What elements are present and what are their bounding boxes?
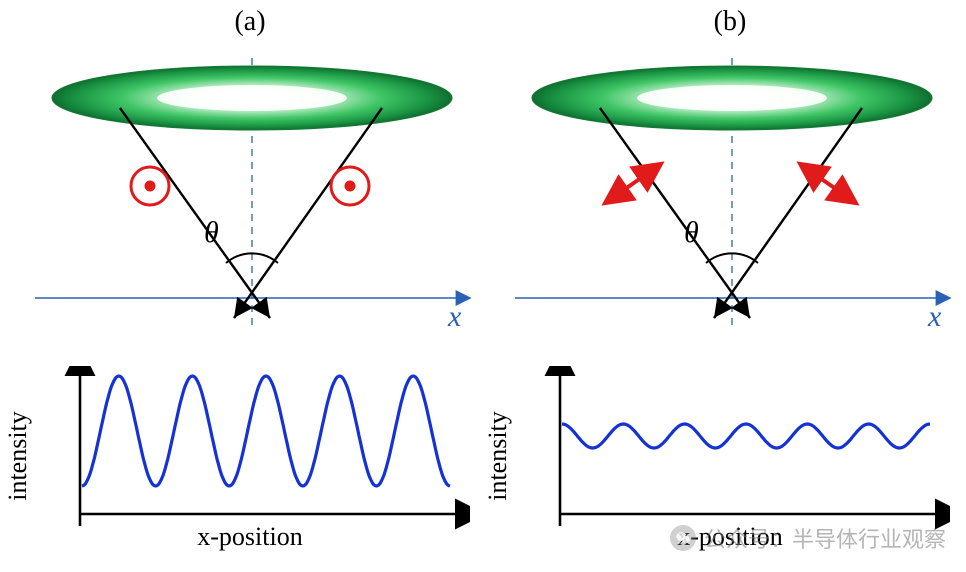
wechat-icon — [670, 525, 696, 551]
diagram-a: θ x — [20, 38, 480, 348]
ray-left — [120, 108, 270, 318]
chart-a-wave — [82, 376, 450, 486]
diagram-a-svg — [20, 38, 480, 348]
theta-label-b: θ — [684, 216, 699, 250]
chart-a: intensity x-position — [30, 366, 470, 556]
x-label-a: x — [448, 300, 461, 334]
watermark-text: 公众号：半导体行业观察 — [704, 522, 946, 554]
panel-a-label: (a) — [234, 6, 265, 38]
panel-a: (a) — [20, 6, 480, 566]
annular-ring-hole — [637, 85, 827, 111]
chart-b-ylabel: intensity — [483, 411, 513, 501]
ray-right — [234, 108, 382, 318]
watermark: 公众号：半导体行业观察 — [670, 522, 946, 554]
polarization-right-inplane — [803, 166, 853, 201]
panel-b-label: (b) — [714, 6, 747, 38]
x-label-b: x — [928, 300, 941, 334]
ray-left — [600, 108, 750, 318]
annular-ring-hole — [157, 85, 347, 111]
polarization-right-out — [331, 167, 369, 205]
chart-b-wave — [562, 424, 930, 448]
chart-a-xlabel: x-position — [197, 522, 302, 552]
polarization-left-inplane — [608, 166, 658, 201]
theta-label-a: θ — [204, 216, 219, 250]
polarization-left-out — [131, 167, 169, 205]
diagram-b: θ x — [500, 38, 960, 348]
diagram-b-svg — [500, 38, 960, 348]
chart-a-ylabel: intensity — [3, 411, 33, 501]
panel-b: (b) — [500, 6, 960, 566]
ray-right — [714, 108, 862, 318]
